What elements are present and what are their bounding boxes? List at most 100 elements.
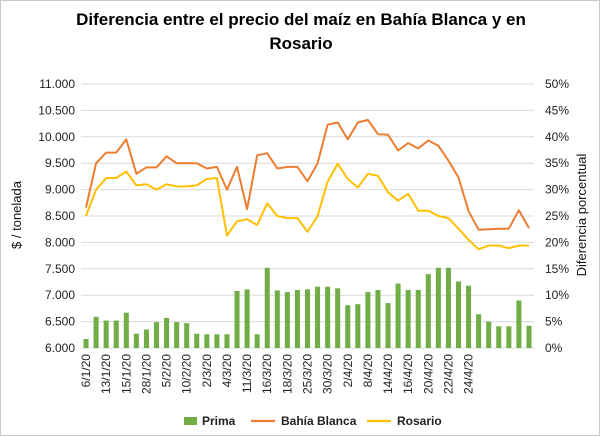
x-tick-label: 2/3/20 [200, 354, 214, 388]
rosario-line [85, 162, 529, 251]
x-tick-label: 2/4/20 [341, 354, 355, 388]
y-left-tick-label: 6.000 [45, 341, 75, 355]
prima-bar [526, 325, 532, 348]
y-left-tick-label: 9.000 [45, 183, 75, 197]
prima-bar [93, 316, 99, 348]
prima-bar [123, 312, 129, 348]
y-right-tick-label: 0% [545, 341, 563, 355]
y-right-tick-label: 40% [545, 130, 569, 144]
x-tick-label: 8/4/20 [361, 354, 375, 388]
x-tick-label: 22/4/20 [441, 354, 455, 394]
prima-bar [294, 289, 300, 348]
y-left-tick-label: 10.000 [38, 130, 75, 144]
prima-bar [385, 303, 391, 348]
x-tick-label: 11/3/20 [240, 354, 254, 393]
x-tick-label: 24/4/20 [462, 354, 476, 394]
prima-bar [455, 281, 462, 348]
price-lines [85, 118, 530, 251]
y-left-tick-label: 6.500 [45, 315, 75, 329]
prima-bar [113, 320, 119, 348]
y-right-tick-label: 20% [545, 235, 569, 249]
prima-bar [415, 289, 421, 348]
prima-bar [506, 326, 512, 348]
y-right-tick-label: 45% [545, 103, 569, 117]
prima-bar [204, 334, 210, 348]
x-tick-label: 6/1/20 [79, 354, 93, 388]
y-right-tick-label: 10% [545, 288, 569, 302]
x-tick-label: 5/2/20 [160, 354, 174, 388]
prima-bar [375, 289, 381, 348]
prima-bar [153, 322, 160, 348]
prima-bar [264, 267, 270, 348]
bahia-blanca-line [85, 118, 530, 231]
prima-bar [133, 333, 139, 348]
x-tick-label: 18/3/20 [280, 354, 294, 394]
x-tick-label: 30/3/20 [321, 354, 335, 394]
y-right-tick-label: 5% [545, 315, 563, 329]
x-tick-label: 13/1/20 [99, 354, 113, 394]
prima-bar [224, 334, 230, 348]
prima-bar [325, 286, 331, 348]
y-right-tick-label: 50% [545, 77, 569, 91]
prima-bar [335, 288, 341, 348]
y-left-tick-label: 8.500 [45, 209, 75, 223]
prima-bar [365, 292, 371, 348]
prima-bar [445, 267, 451, 348]
prima-bar [315, 286, 321, 348]
x-tick-label: 16/4/20 [401, 354, 415, 394]
prima-bar [405, 289, 411, 348]
prima-bar [395, 283, 401, 348]
prima-bar [254, 334, 260, 348]
x-tick-label: 16/3/20 [260, 354, 274, 394]
legend-bahia-label: Bahía Blanca [281, 414, 357, 428]
x-tick-label: 20/4/20 [421, 354, 435, 394]
x-tick-label: 4/3/20 [220, 354, 234, 388]
prima-bar [214, 334, 220, 348]
y-left-tick-label: 9.500 [45, 156, 75, 170]
prima-bar [425, 274, 431, 348]
chart-title-line1: Diferencia entre el precio del maíz en B… [76, 10, 526, 29]
y-right-tick-label: 35% [545, 156, 569, 170]
prima-bar [486, 321, 492, 348]
prima-bar [143, 329, 149, 348]
y-left-tick-label: 8.000 [45, 235, 75, 249]
legend-rosario-label: Rosario [397, 414, 442, 428]
x-tick-label: 25/3/20 [301, 354, 315, 394]
prima-bar [496, 326, 502, 348]
y-left-tick-label: 10.500 [38, 103, 75, 117]
x-tick-label: 15/1/20 [119, 354, 133, 394]
prima-bar [83, 339, 89, 348]
prima-bar [284, 292, 290, 348]
prima-bar [274, 290, 280, 348]
prima-bar [164, 317, 170, 348]
prima-bar [184, 323, 190, 348]
prima-bar [355, 304, 361, 348]
prima-bar [516, 300, 522, 348]
prima-bar [466, 285, 472, 348]
prima-bars [83, 267, 532, 348]
y-right-tick-label: 15% [545, 262, 569, 276]
prima-bar [194, 333, 200, 348]
legend: Prima Bahía Blanca Rosario [184, 414, 442, 428]
legend-prima-label: Prima [202, 414, 236, 428]
legend-prima-swatch [184, 417, 197, 425]
y-tick-labels: 6.000 6.500 7.000 7.500 8.000 8.500 9.000 9.500… [38, 77, 569, 355]
chart-title-line2: Rosario [269, 34, 332, 53]
y-left-tick-label: 7.500 [45, 262, 75, 276]
y-right-tick-label: 30% [545, 183, 569, 197]
x-tick-label: 28/1/20 [139, 354, 153, 394]
prima-bar [234, 290, 240, 348]
prima-bar [174, 322, 180, 348]
y-right-tick-label: 25% [545, 209, 569, 223]
x-tick-label: 14/4/20 [381, 354, 395, 394]
prima-bar [103, 320, 109, 348]
y-left-tick-label: 11.000 [39, 77, 75, 91]
prima-bar [244, 289, 250, 348]
prima-bar [476, 314, 482, 348]
prima-bar [435, 267, 441, 348]
prima-bar [345, 305, 351, 348]
y-axis-left-title: $ / tonelada [9, 180, 24, 249]
y-left-tick-label: 7.000 [45, 288, 75, 302]
